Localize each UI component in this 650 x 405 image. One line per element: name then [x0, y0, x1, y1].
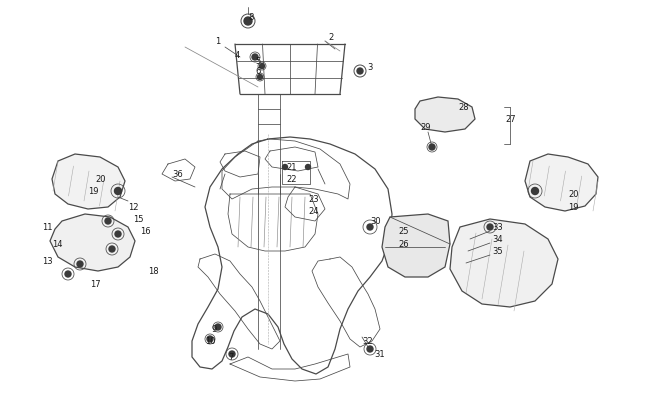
Circle shape [257, 75, 263, 80]
Polygon shape [415, 98, 475, 133]
Text: 17: 17 [90, 280, 101, 289]
Text: 24: 24 [308, 207, 318, 216]
Text: 28: 28 [458, 103, 469, 112]
Polygon shape [450, 220, 558, 307]
Text: 30: 30 [370, 217, 381, 226]
Text: 15: 15 [133, 215, 144, 224]
Circle shape [283, 165, 287, 170]
Text: 16: 16 [140, 227, 151, 236]
Text: 36: 36 [172, 170, 183, 179]
Text: 19: 19 [568, 203, 578, 212]
Circle shape [487, 224, 493, 230]
Circle shape [259, 64, 265, 69]
Text: 22: 22 [286, 175, 296, 184]
Text: 31: 31 [374, 350, 385, 358]
Circle shape [532, 188, 538, 195]
Circle shape [105, 218, 111, 224]
Text: 29: 29 [420, 123, 430, 132]
Text: 4: 4 [235, 50, 240, 60]
Text: 27: 27 [505, 115, 515, 124]
Circle shape [65, 271, 71, 277]
Text: 20: 20 [95, 175, 105, 184]
Circle shape [229, 351, 235, 357]
Text: 19: 19 [88, 187, 99, 196]
Polygon shape [382, 215, 450, 277]
Circle shape [207, 336, 213, 342]
Circle shape [109, 246, 115, 252]
Text: 2: 2 [328, 34, 333, 43]
Circle shape [77, 261, 83, 267]
Text: 20: 20 [568, 190, 578, 199]
Text: 34: 34 [492, 235, 502, 244]
Text: 23: 23 [308, 195, 318, 204]
Text: 1: 1 [214, 37, 220, 47]
Text: 13: 13 [42, 257, 53, 266]
Polygon shape [50, 215, 135, 271]
Text: 5: 5 [255, 58, 260, 66]
Circle shape [357, 69, 363, 75]
Text: 18: 18 [148, 267, 159, 276]
Polygon shape [52, 155, 125, 209]
Text: 9: 9 [212, 325, 217, 334]
Circle shape [215, 324, 221, 330]
Circle shape [115, 231, 121, 237]
Circle shape [114, 188, 122, 195]
Text: 8: 8 [248, 13, 254, 22]
Text: 35: 35 [492, 247, 502, 256]
Circle shape [367, 346, 373, 352]
Text: 11: 11 [42, 223, 53, 232]
Text: 25: 25 [398, 227, 408, 236]
Polygon shape [525, 155, 598, 211]
Text: 10: 10 [205, 337, 216, 345]
Circle shape [244, 18, 252, 26]
Text: 32: 32 [362, 337, 372, 345]
Text: 21: 21 [286, 163, 296, 172]
Circle shape [367, 224, 373, 230]
Text: 7: 7 [228, 353, 233, 362]
Text: 26: 26 [398, 240, 409, 249]
Text: 3: 3 [367, 63, 372, 72]
Circle shape [429, 145, 435, 151]
Text: 14: 14 [52, 240, 62, 249]
Text: 6: 6 [255, 67, 261, 76]
Circle shape [252, 55, 258, 61]
Circle shape [306, 165, 311, 170]
Text: 33: 33 [492, 223, 502, 232]
Text: 12: 12 [128, 203, 138, 212]
